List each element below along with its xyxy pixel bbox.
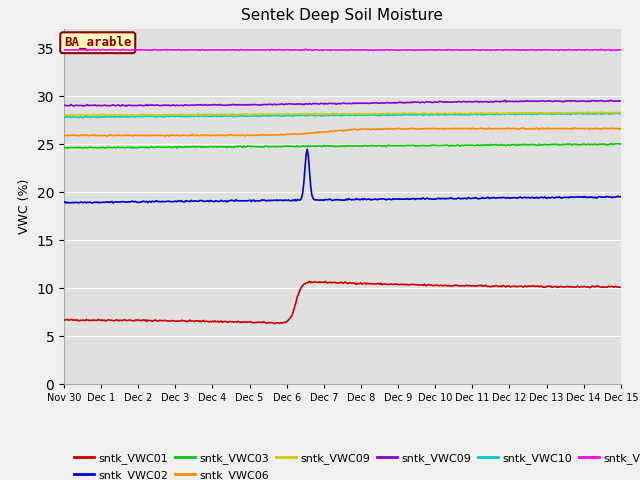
Text: BA_arable: BA_arable [64,36,131,49]
Y-axis label: VWC (%): VWC (%) [18,179,31,234]
Title: Sentek Deep Soil Moisture: Sentek Deep Soil Moisture [241,9,444,24]
Legend: sntk_VWC01, sntk_VWC02, sntk_VWC03, sntk_VWC06, sntk_VWC09, sntk_VWC09, sntk_VWC: sntk_VWC01, sntk_VWC02, sntk_VWC03, sntk… [70,449,640,480]
